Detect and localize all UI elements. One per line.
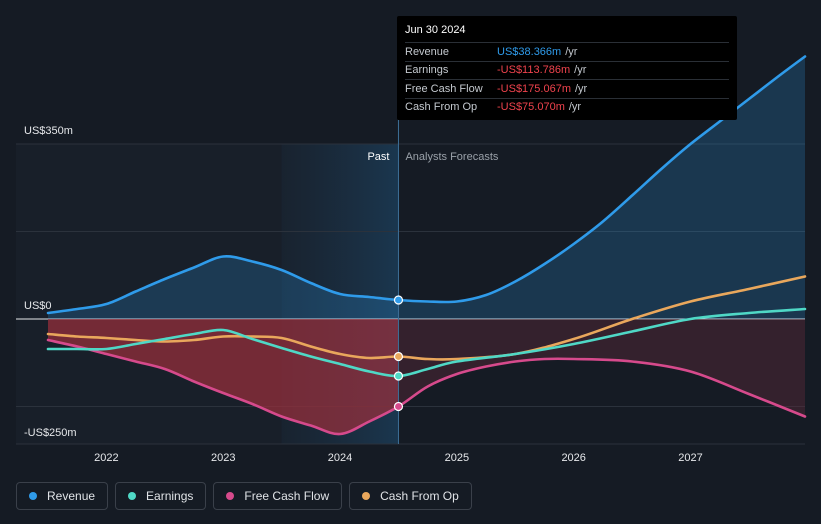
cash-from-op-line (46, 275, 807, 361)
x-axis-labels: 2022 2023 2024 2025 2026 2027 (94, 452, 703, 464)
tooltip-date: Jun 30 2024 (405, 24, 466, 36)
tooltip-label: Earnings (405, 64, 449, 77)
tooltip-label: Revenue (405, 45, 450, 58)
legend-item-cash-from-op[interactable]: Cash From Op (349, 482, 472, 510)
tooltip-label: Cash From Op (405, 101, 478, 114)
free-cash-flow-dot-icon (226, 492, 235, 500)
y-tick-label: US$350m (24, 125, 73, 137)
tooltip-unit: /yr (574, 64, 587, 77)
x-tick-label: 2026 (561, 452, 585, 464)
legend-item-free-cash-flow[interactable]: Free Cash Flow (213, 482, 343, 510)
revenue-area (48, 56, 805, 319)
series-markers (393, 295, 404, 412)
tooltip-value: US$38.366m (497, 45, 562, 58)
legend-label: Cash From Op (380, 489, 459, 503)
tooltip-row-cash-from-op: Cash From Op -US$75.070m /yr (405, 97, 729, 117)
tooltip-unit: /yr (568, 101, 582, 114)
x-tick-label: 2024 (328, 452, 352, 464)
legend-item-earnings[interactable]: Earnings (115, 482, 207, 510)
tooltip-row-earnings: Earnings -US$113.786m /yr (405, 60, 729, 80)
tooltip-unit: /yr (575, 82, 588, 95)
tooltip-value: -US$175.067m (497, 82, 571, 95)
negative-area (48, 319, 805, 435)
revenue-marker (393, 295, 404, 305)
legend-label: Revenue (47, 489, 96, 503)
free-cash-flow-marker (393, 401, 404, 412)
y-tick-label: -US$250m (24, 427, 77, 439)
revenue-dot-icon (29, 492, 37, 500)
past-label: Past (367, 151, 389, 163)
cash-from-op-marker (393, 351, 404, 362)
earnings-dot-icon (128, 492, 137, 500)
series-lines (46, 55, 807, 436)
free-cash-flow-line (46, 338, 807, 436)
tooltip-row-revenue: Revenue US$38.366m /yr (405, 42, 729, 61)
legend-label: Earnings (146, 489, 194, 503)
chart: US$350m US$0 -US$250m 2022 2023 2024 2025 2026… (16, 55, 807, 464)
y-axis-labels: US$350m US$0 -US$250m (24, 125, 77, 439)
forecast-label: Analysts Forecasts (405, 151, 498, 163)
y-tick-label: US$0 (24, 300, 52, 312)
cash-from-op-dot-icon (362, 492, 371, 500)
grid-lines (16, 143, 805, 445)
tooltip-value: -US$113.786m (497, 64, 571, 77)
tooltip-unit: /yr (565, 45, 578, 58)
tooltip-value: -US$75.070m (497, 101, 565, 114)
legend-item-revenue[interactable]: Revenue (16, 482, 109, 510)
revenue-line (46, 55, 807, 315)
x-tick-label: 2022 (94, 452, 118, 464)
x-tick-label: 2027 (678, 452, 702, 464)
x-tick-label: 2025 (445, 452, 469, 464)
tooltip-row-free-cash-flow: Free Cash Flow -US$175.067m /yr (405, 79, 729, 98)
legend: Revenue Earnings Free Cash Flow Cash Fro… (16, 482, 472, 510)
tooltip-label: Free Cash Flow (405, 82, 483, 95)
x-tick-label: 2023 (211, 452, 235, 464)
earnings-line (46, 307, 807, 378)
tooltip: Jun 30 2024 Revenue US$38.366m /yr Earni… (397, 16, 737, 120)
legend-label: Free Cash Flow (244, 489, 330, 503)
earnings-marker (393, 371, 404, 381)
